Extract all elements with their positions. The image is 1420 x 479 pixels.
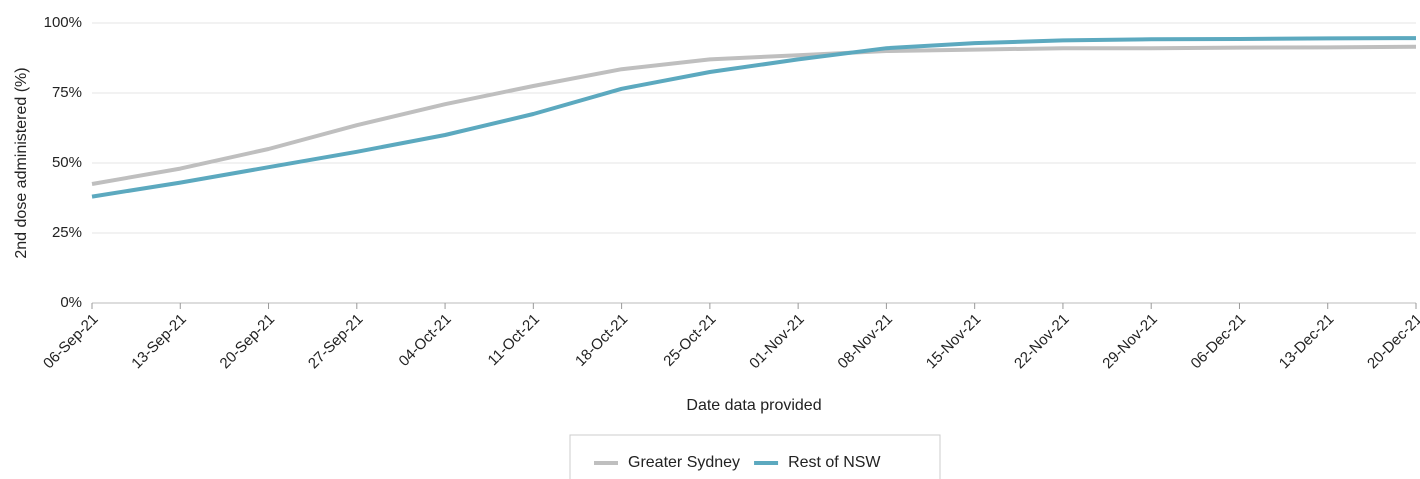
x-tick-label: 20-Sep-21 (217, 311, 279, 373)
legend-box (569, 434, 941, 479)
legend-label: Greater Sydney (628, 454, 740, 471)
y-tick-label: 25% (52, 224, 82, 241)
x-tick-label: 06-Dec-21 (1188, 311, 1250, 373)
x-axis-title: Date data provided (686, 397, 821, 414)
x-tick-label: 22-Nov-21 (1011, 311, 1073, 373)
x-tick-label: 06-Sep-21 (40, 311, 102, 373)
y-tick-label: 50% (52, 154, 82, 171)
x-tick-label: 04-Oct-21 (396, 311, 455, 370)
x-tick-label: 08-Nov-21 (834, 311, 896, 373)
x-tick-label: 13-Sep-21 (128, 311, 190, 373)
legend-label: Rest of NSW (788, 454, 881, 471)
series-line (91, 44, 1417, 186)
y-tick-label: 0% (60, 294, 82, 311)
x-tick-label: 13-Dec-21 (1276, 311, 1338, 373)
x-tick-label: 11-Oct-21 (485, 311, 543, 369)
series-line (91, 36, 1417, 199)
y-tick-label: 75% (52, 84, 82, 101)
x-tick-label: 18-Oct-21 (572, 311, 631, 370)
y-axis-title: 2nd dose administered (%) (13, 67, 30, 258)
y-tick-label: 100% (44, 14, 82, 31)
x-tick-label: 27-Sep-21 (305, 311, 367, 373)
x-tick-label: 15-Nov-21 (923, 311, 985, 373)
x-tick-label: 20-Dec-21 (1364, 311, 1420, 373)
x-tick-label: 01-Nov-21 (746, 311, 808, 373)
x-tick-label: 25-Oct-21 (660, 311, 719, 370)
x-tick-label: 29-Nov-21 (1099, 311, 1161, 373)
